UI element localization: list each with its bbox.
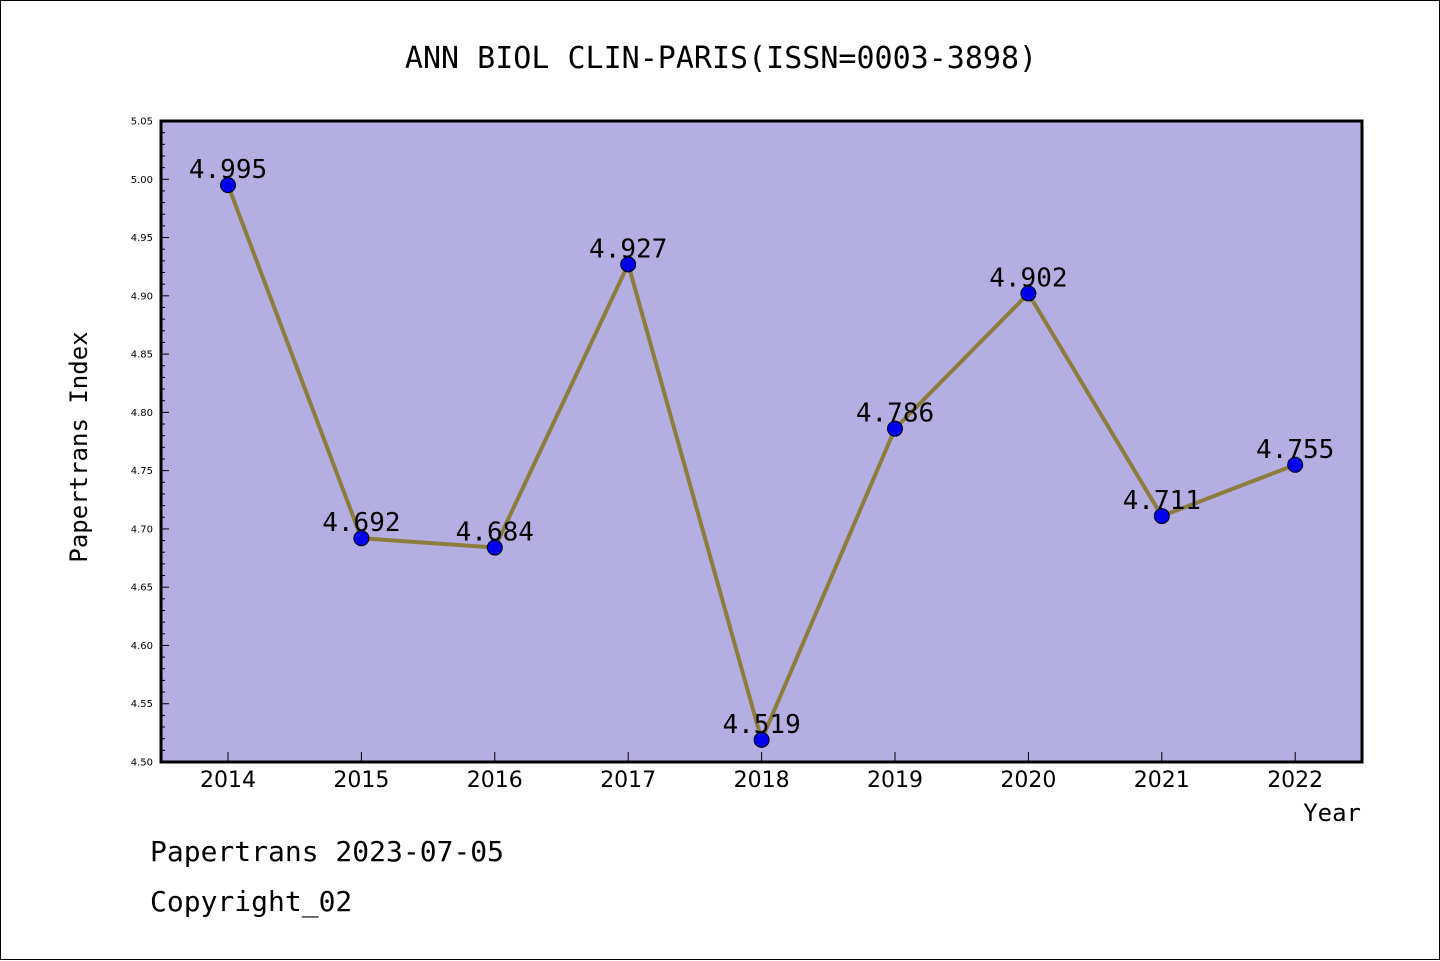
data-point bbox=[1020, 285, 1037, 302]
footer-copyright: Copyright_02 bbox=[150, 885, 353, 918]
plot-area bbox=[159, 119, 1364, 764]
y-tick-label: 4.55 bbox=[131, 699, 153, 710]
data-point bbox=[753, 731, 770, 748]
x-tick-label: 2014 bbox=[200, 768, 256, 793]
data-label: 4.519 bbox=[722, 710, 800, 740]
data-point bbox=[353, 530, 370, 547]
data-point bbox=[486, 539, 503, 556]
x-tick-label: 2022 bbox=[1267, 768, 1323, 793]
x-tick-label: 2016 bbox=[467, 768, 523, 793]
y-tick-label: 4.50 bbox=[131, 758, 153, 769]
data-label: 4.711 bbox=[1123, 486, 1201, 516]
y-tick-label: 4.75 bbox=[131, 466, 153, 477]
data-label: 4.902 bbox=[989, 263, 1067, 293]
x-tick-label: 2017 bbox=[600, 768, 656, 793]
data-label: 4.786 bbox=[856, 399, 934, 429]
x-tick-label: 2018 bbox=[734, 768, 790, 793]
y-tick-label: 4.80 bbox=[131, 408, 153, 419]
data-labels: 4.995 4.692 4.684 4.927 4.519 4.786 4.902 4.711… bbox=[189, 155, 1334, 740]
data-point bbox=[1287, 456, 1304, 473]
x-tick-label: 2019 bbox=[867, 768, 923, 793]
data-label: 4.995 bbox=[189, 155, 267, 185]
y-tick-label: 5.00 bbox=[131, 175, 153, 186]
y-axis: 4.50 4.55 4.60 4.65 4.70 4.75 4.80 4.85 4.90 4.95… bbox=[131, 117, 169, 769]
data-label: 4.755 bbox=[1256, 435, 1334, 465]
data-point bbox=[887, 420, 903, 437]
x-axis-label: Year bbox=[1303, 799, 1361, 827]
chart-title: ANN BIOL CLIN-PARIS(ISSN=0003-3898) bbox=[405, 41, 1037, 76]
x-tick-label: 2021 bbox=[1134, 768, 1190, 793]
y-tick-label: 4.90 bbox=[131, 291, 153, 302]
data-point bbox=[1153, 508, 1170, 525]
y-axis-label: Papertrans Index bbox=[65, 331, 93, 562]
data-point bbox=[220, 177, 236, 194]
data-markers bbox=[220, 177, 1304, 748]
y-tick-label: 4.65 bbox=[131, 583, 153, 594]
y-tick-label: 4.95 bbox=[131, 233, 153, 244]
data-label: 4.927 bbox=[589, 234, 667, 264]
x-tick-label: 2015 bbox=[333, 768, 389, 793]
x-tick-label: 2020 bbox=[1000, 768, 1056, 793]
y-tick-label: 4.60 bbox=[131, 641, 153, 652]
data-label: 4.684 bbox=[456, 518, 534, 548]
y-tick-label: 4.85 bbox=[131, 350, 153, 361]
data-label: 4.692 bbox=[322, 508, 400, 538]
footer-date: Papertrans 2023-07-05 bbox=[150, 835, 505, 868]
x-axis: 2014 2015 2016 2017 2018 2019 2020 2021 2022 bbox=[200, 752, 1323, 793]
y-tick-label: 5.05 bbox=[131, 117, 153, 128]
data-point bbox=[620, 256, 637, 273]
y-tick-label: 4.70 bbox=[131, 524, 153, 535]
